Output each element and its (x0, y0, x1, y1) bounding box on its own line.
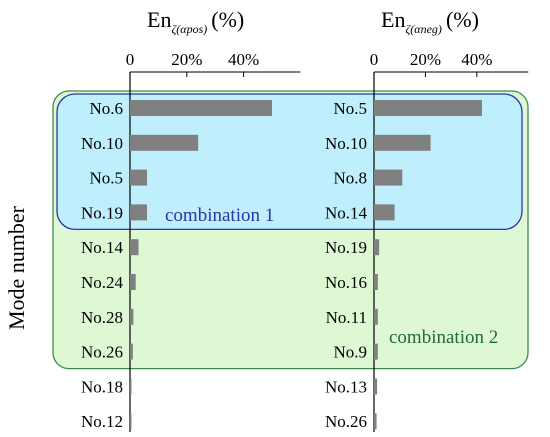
right-bar (374, 378, 378, 395)
right-panel-title: Enζ(αneg) (%) (381, 7, 479, 36)
right-bar (374, 134, 431, 151)
right-category-label: No.19 (325, 238, 367, 257)
left-category-label: No.5 (89, 169, 123, 188)
right-tick-label: 40% (461, 50, 492, 69)
left-bar (130, 413, 132, 430)
left-bar (130, 378, 132, 395)
left-category-label: No.24 (81, 273, 124, 292)
combination-2-label: combination 2 (389, 327, 498, 348)
left-panel-title: Enζ(αpos) (%) (147, 7, 244, 36)
right-category-label: No.16 (325, 273, 367, 292)
left-category-label: No.19 (81, 203, 123, 222)
right-category-label: No.14 (325, 203, 368, 222)
left-tick-label: 0 (126, 50, 135, 69)
right-category-label: No.5 (333, 99, 367, 118)
left-category-label: No.14 (81, 238, 124, 257)
left-bar (130, 239, 139, 256)
left-category-label: No.18 (81, 377, 123, 396)
left-bar (130, 100, 272, 116)
left-category-label: No.28 (81, 308, 123, 327)
right-panel: 0 20% 40% No.5 No.10 No.8 No.14 No.19 No.16 No.11… (325, 50, 529, 432)
left-bar (130, 169, 148, 186)
right-bar (374, 239, 380, 256)
bar-panels: 0 20% 40% No.6 No.10 No.5 No.19 No.14 No.24 No.28… (81, 50, 529, 432)
left-category-label: No.12 (81, 412, 123, 431)
right-category-label: No.26 (325, 412, 367, 431)
right-tick-label: 0 (370, 50, 379, 69)
right-category-label: No.11 (326, 308, 367, 327)
right-bar (374, 274, 378, 290)
left-bar (130, 308, 134, 325)
right-bar (374, 308, 378, 325)
right-category-label: No.9 (333, 343, 367, 362)
combination-1-label: combination 1 (165, 205, 274, 226)
right-bar (374, 413, 377, 430)
left-category-label: No.6 (89, 99, 123, 118)
combination-1-box (56, 93, 523, 231)
right-tick-label: 20% (410, 50, 441, 69)
right-bar (374, 169, 403, 186)
right-bar (374, 100, 482, 116)
left-bar (130, 274, 136, 290)
right-category-label: No.8 (333, 169, 367, 188)
left-bar (130, 204, 148, 221)
right-bar (374, 343, 378, 360)
left-bar (130, 134, 199, 151)
left-bar (130, 343, 133, 360)
left-tick-label: 40% (228, 50, 259, 69)
left-panel: 0 20% 40% No.6 No.10 No.5 No.19 No.14 No.24 No.28… (81, 50, 301, 432)
right-category-label: No.13 (325, 377, 367, 396)
y-axis-label: Mode number (4, 205, 29, 330)
left-tick-label: 20% (171, 50, 202, 69)
combination-boxes (52, 90, 529, 370)
right-category-label: No.10 (325, 134, 367, 153)
right-bar (374, 204, 395, 221)
left-category-label: No.10 (81, 134, 123, 153)
left-category-label: No.26 (81, 343, 123, 362)
